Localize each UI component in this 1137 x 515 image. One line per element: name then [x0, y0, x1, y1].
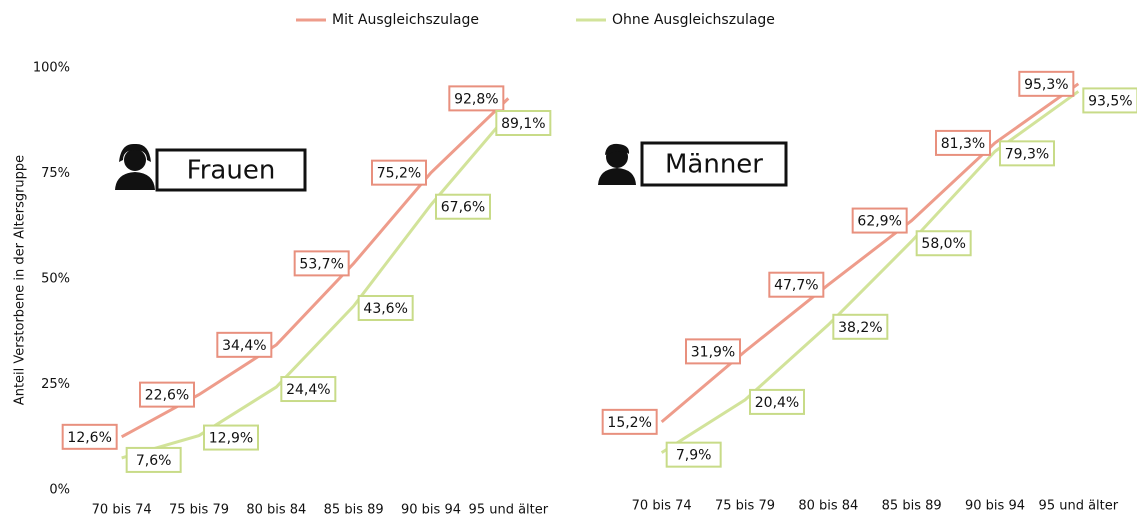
- label-box: [935, 129, 991, 156]
- label-box: [139, 381, 195, 408]
- label-box: [293, 250, 350, 277]
- label-box: [768, 271, 825, 298]
- label-box: [61, 423, 118, 450]
- y-axis-label: Anteil Verstorbene in der Altersgruppe: [13, 155, 28, 405]
- legend-label: Mit Ausgleichszulage: [332, 12, 479, 28]
- label-box: [749, 388, 805, 415]
- label-box: [125, 446, 182, 473]
- icon-woman: [115, 143, 155, 190]
- label-box: [999, 140, 1055, 167]
- legend-label: Ohne Ausgleichszulage: [612, 12, 775, 28]
- data-label: 38,2%: [838, 320, 882, 336]
- data-label: 75,2%: [377, 166, 421, 182]
- y-tick-label: 0%: [49, 483, 70, 498]
- panel-title: Männer: [665, 150, 763, 180]
- y-tick-label: 100%: [33, 61, 70, 76]
- data-label: 47,7%: [774, 278, 818, 294]
- data-label: 7,9%: [676, 448, 712, 464]
- icon-man: [598, 143, 636, 185]
- data-label: 79,3%: [1005, 146, 1049, 162]
- x-tick-label: 85 bis 89: [324, 503, 384, 515]
- x-tick-label: 95 und älter: [469, 503, 549, 515]
- data-label: 58,0%: [921, 236, 965, 252]
- title-box: [155, 148, 307, 192]
- data-label: 89,1%: [501, 116, 545, 132]
- x-tick-label: 95 und älter: [1039, 499, 1119, 514]
- data-label: 12,6%: [67, 430, 111, 446]
- x-tick-label: 80 bis 84: [246, 503, 306, 515]
- x-tick-label: 90 bis 94: [965, 499, 1025, 514]
- data-label: 93,5%: [1088, 93, 1132, 109]
- label-box: [832, 313, 889, 340]
- label-box: [1082, 87, 1137, 114]
- label-box: [357, 295, 414, 322]
- data-label: 12,9%: [209, 431, 253, 447]
- panel-title: Frauen: [187, 156, 276, 186]
- x-tick-label: 70 bis 74: [632, 499, 692, 514]
- x-tick-label: 75 bis 79: [169, 503, 229, 515]
- data-label: 15,2%: [607, 415, 651, 431]
- data-label: 24,4%: [286, 382, 330, 398]
- label-box: [1018, 70, 1075, 97]
- series-line: [121, 113, 510, 460]
- label-box: [371, 159, 427, 186]
- label-box: [851, 207, 908, 234]
- label-box: [216, 331, 273, 358]
- label-box: [915, 230, 972, 257]
- data-label: 7,6%: [136, 453, 172, 469]
- data-label: 31,9%: [691, 344, 735, 360]
- x-tick-label: 90 bis 94: [401, 503, 461, 515]
- data-label: 22,6%: [145, 388, 189, 404]
- label-box: [665, 441, 722, 468]
- data-label: 53,7%: [299, 256, 343, 272]
- data-label: 62,9%: [857, 214, 901, 230]
- data-label: 20,4%: [755, 395, 799, 411]
- label-box: [685, 338, 741, 365]
- label-box: [601, 408, 658, 435]
- data-label: 92,8%: [454, 91, 498, 107]
- data-label: 67,6%: [441, 200, 485, 216]
- data-label: 34,4%: [222, 338, 266, 354]
- data-label: 81,3%: [941, 136, 985, 152]
- x-tick-label: 70 bis 74: [92, 503, 152, 515]
- label-box: [435, 193, 491, 220]
- x-tick-label: 75 bis 79: [715, 499, 775, 514]
- data-label: 43,6%: [363, 301, 407, 317]
- label-box: [448, 85, 505, 112]
- label-box: [203, 424, 259, 451]
- y-tick-label: 50%: [41, 272, 70, 287]
- x-tick-label: 80 bis 84: [798, 499, 858, 514]
- title-box: [640, 141, 788, 187]
- label-box: [495, 109, 552, 136]
- label-box: [280, 376, 337, 403]
- y-tick-label: 25%: [41, 377, 70, 392]
- data-label: 95,3%: [1024, 77, 1068, 93]
- x-tick-label: 85 bis 89: [882, 499, 942, 514]
- y-tick-label: 75%: [41, 166, 70, 181]
